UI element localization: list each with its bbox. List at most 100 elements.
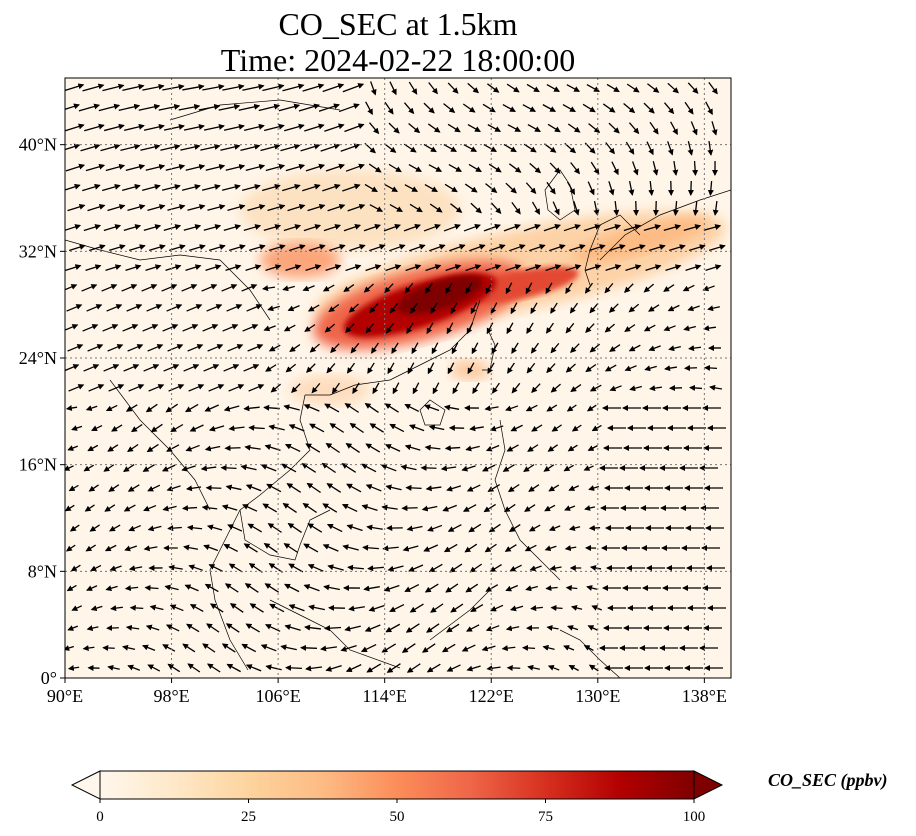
- wind-arrow: [264, 624, 281, 632]
- wind-arrow: [365, 322, 375, 334]
- wind-arrow: [366, 663, 382, 673]
- wind-arrow: [687, 180, 694, 196]
- wind-arrow: [421, 643, 436, 653]
- wind-arrow: [423, 223, 441, 232]
- wind-arrow: [328, 303, 340, 313]
- wind-arrow: [89, 524, 100, 532]
- wind-arrow: [649, 121, 659, 135]
- wind-arrow: [224, 445, 241, 452]
- wind-arrow: [547, 444, 559, 452]
- wind-arrow: [303, 584, 320, 592]
- wind-arrow: [286, 483, 302, 493]
- wind-arrow: [243, 543, 258, 553]
- gridlines: [65, 78, 731, 678]
- wind-arrow: [367, 362, 375, 374]
- wind-arrow: [530, 302, 538, 315]
- wind-arrow: [206, 304, 223, 312]
- wind-arrow: [127, 344, 144, 352]
- wind-arrow: [107, 664, 120, 671]
- wind-arrow: [122, 644, 136, 651]
- wind-arrow: [221, 284, 238, 292]
- wind-arrow: [663, 224, 682, 231]
- wind-arrow: [443, 543, 458, 553]
- wind-arrow: [482, 103, 496, 113]
- wind-arrow: [160, 143, 181, 151]
- wind-arrow: [443, 404, 460, 411]
- wind-arrow: [446, 485, 462, 492]
- wind-arrow: [465, 583, 479, 593]
- wind-arrow: [269, 603, 285, 613]
- wind-arrow: [287, 522, 302, 534]
- y-tick-label: 16°N: [19, 455, 57, 475]
- wind-arrow: [67, 665, 80, 671]
- wind-arrow: [546, 181, 556, 195]
- wind-arrow: [633, 200, 640, 216]
- wind-arrow: [183, 123, 205, 131]
- wind-arrow: [672, 200, 679, 216]
- wind-arrow: [88, 484, 99, 492]
- wind-arrow: [449, 244, 466, 252]
- wind-arrow: [365, 484, 382, 492]
- coastlines: [65, 99, 731, 678]
- wind-arrow: [400, 464, 417, 471]
- wind-arrow: [145, 624, 160, 631]
- wind-arrow: [148, 384, 165, 392]
- wind-arrow: [262, 83, 285, 92]
- wind-arrow: [83, 364, 100, 372]
- wind-arrow: [465, 624, 480, 632]
- wind-arrow: [401, 643, 416, 653]
- wind-arrow: [129, 604, 144, 611]
- wind-arrow: [444, 183, 458, 193]
- wind-arrow: [405, 484, 422, 491]
- wind-arrow: [442, 504, 457, 512]
- wind-arrow: [348, 303, 359, 313]
- wind-arrow: [65, 123, 85, 132]
- wind-arrow: [464, 543, 478, 553]
- wind-arrow: [483, 503, 496, 513]
- wind-arrow: [246, 304, 263, 312]
- wind-arrow: [461, 644, 476, 652]
- wind-arrow: [260, 644, 277, 652]
- wind-arrow: [90, 564, 102, 572]
- wind-arrow: [463, 223, 481, 232]
- wind-arrow: [242, 83, 265, 91]
- wind-arrow: [483, 223, 501, 232]
- wind-arrow: [227, 524, 243, 532]
- wind-arrow: [583, 465, 594, 471]
- wind-arrow: [569, 302, 579, 314]
- wind-arrow: [181, 284, 198, 292]
- wind-arrow: [162, 83, 185, 91]
- wind-arrow: [588, 485, 600, 491]
- wind-arrow: [185, 403, 199, 413]
- wind-arrow: [181, 465, 196, 472]
- wind-arrow: [270, 383, 282, 393]
- wind-arrow: [403, 223, 421, 232]
- wind-arrow: [182, 83, 205, 91]
- wind-arrow: [225, 484, 242, 491]
- wind-arrow: [568, 664, 579, 672]
- wind-arrow: [110, 605, 123, 612]
- wind-arrow: [525, 585, 538, 592]
- wind-arrow: [206, 524, 223, 531]
- wind-arrow: [305, 665, 323, 672]
- wind-arrow: [609, 344, 621, 352]
- wind-arrow: [385, 444, 401, 452]
- wind-arrow: [670, 121, 678, 136]
- wind-arrow: [83, 224, 102, 232]
- wind-arrow: [450, 203, 463, 213]
- wind-arrow: [65, 504, 75, 512]
- wind-arrow: [340, 143, 361, 152]
- wind-arrow: [228, 425, 245, 432]
- wind-arrow: [307, 203, 326, 212]
- wind-arrow: [587, 625, 598, 631]
- wind-arrow: [200, 144, 221, 151]
- wind-arrow: [323, 584, 340, 591]
- wind-arrow: [202, 324, 219, 332]
- wind-arrow: [584, 505, 596, 511]
- wind-arrow: [182, 643, 196, 653]
- wind-arrow: [466, 322, 474, 335]
- wind-arrow: [243, 224, 262, 231]
- wind-arrow: [364, 624, 381, 632]
- wind-arrow: [109, 565, 122, 572]
- wind-arrow: [643, 324, 656, 332]
